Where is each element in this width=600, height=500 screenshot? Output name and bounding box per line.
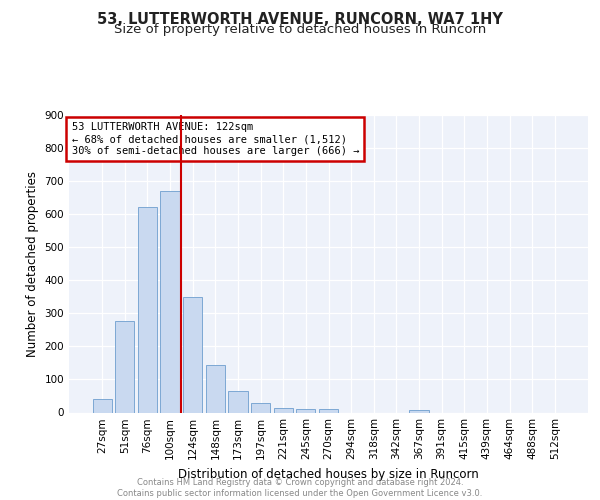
Bar [296,408,316,412]
Text: Size of property relative to detached houses in Runcorn: Size of property relative to detached ho… [114,22,486,36]
Text: 53 LUTTERWORTH AVENUE: 122sqm
← 68% of detached houses are smaller (1,512)
30% o: 53 LUTTERWORTH AVENUE: 122sqm ← 68% of d… [71,122,359,156]
Y-axis label: Number of detached properties: Number of detached properties [26,171,39,357]
Bar [138,207,157,412]
X-axis label: Distribution of detached houses by size in Runcorn: Distribution of detached houses by size … [178,468,479,481]
Text: Contains HM Land Registry data © Crown copyright and database right 2024.
Contai: Contains HM Land Registry data © Crown c… [118,478,482,498]
Bar [229,391,248,412]
Text: 53, LUTTERWORTH AVENUE, RUNCORN, WA7 1HY: 53, LUTTERWORTH AVENUE, RUNCORN, WA7 1HY [97,12,503,28]
Bar [274,408,293,412]
Bar [92,398,112,412]
Bar [206,364,225,412]
Bar [115,320,134,412]
Bar [183,298,202,412]
Bar [319,409,338,412]
Bar [409,410,428,412]
Bar [251,403,270,412]
Bar [160,191,180,412]
